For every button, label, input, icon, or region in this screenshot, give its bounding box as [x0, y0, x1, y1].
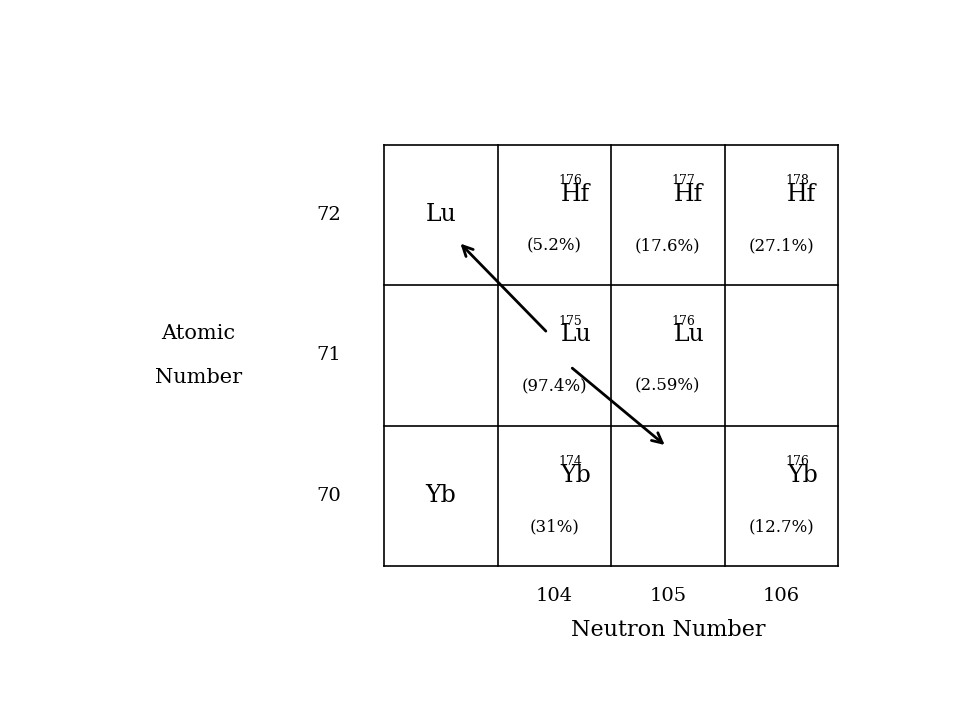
Text: (12.7%): (12.7%): [749, 518, 814, 535]
Text: 105: 105: [649, 588, 686, 606]
Text: Lu: Lu: [561, 323, 591, 346]
Text: (2.59%): (2.59%): [635, 378, 701, 395]
Text: 72: 72: [316, 206, 341, 224]
Text: 174: 174: [558, 455, 582, 468]
Text: 176: 176: [785, 455, 809, 468]
Text: Yb: Yb: [561, 464, 591, 487]
Text: 104: 104: [536, 588, 573, 606]
Text: (97.4%): (97.4%): [521, 378, 588, 395]
Text: (5.2%): (5.2%): [527, 237, 582, 254]
Text: Hf: Hf: [674, 183, 703, 206]
Text: 175: 175: [558, 315, 582, 328]
Text: Yb: Yb: [787, 464, 818, 487]
Text: (31%): (31%): [529, 518, 579, 535]
Text: 106: 106: [762, 588, 800, 606]
Text: Lu: Lu: [674, 323, 705, 346]
Text: Hf: Hf: [561, 183, 589, 206]
Text: 71: 71: [316, 346, 341, 364]
Text: Hf: Hf: [787, 183, 816, 206]
Text: Atomic: Atomic: [161, 323, 235, 343]
Text: 178: 178: [785, 174, 809, 187]
Text: Number: Number: [155, 368, 242, 387]
Text: Lu: Lu: [425, 203, 456, 226]
Text: Yb: Yb: [425, 485, 456, 507]
Text: Neutron Number: Neutron Number: [570, 618, 765, 641]
Text: 70: 70: [316, 487, 341, 505]
Text: 176: 176: [558, 174, 582, 187]
Text: (17.6%): (17.6%): [635, 237, 701, 254]
Text: (27.1%): (27.1%): [749, 237, 814, 254]
Text: 176: 176: [671, 315, 695, 328]
Text: 177: 177: [671, 174, 695, 187]
